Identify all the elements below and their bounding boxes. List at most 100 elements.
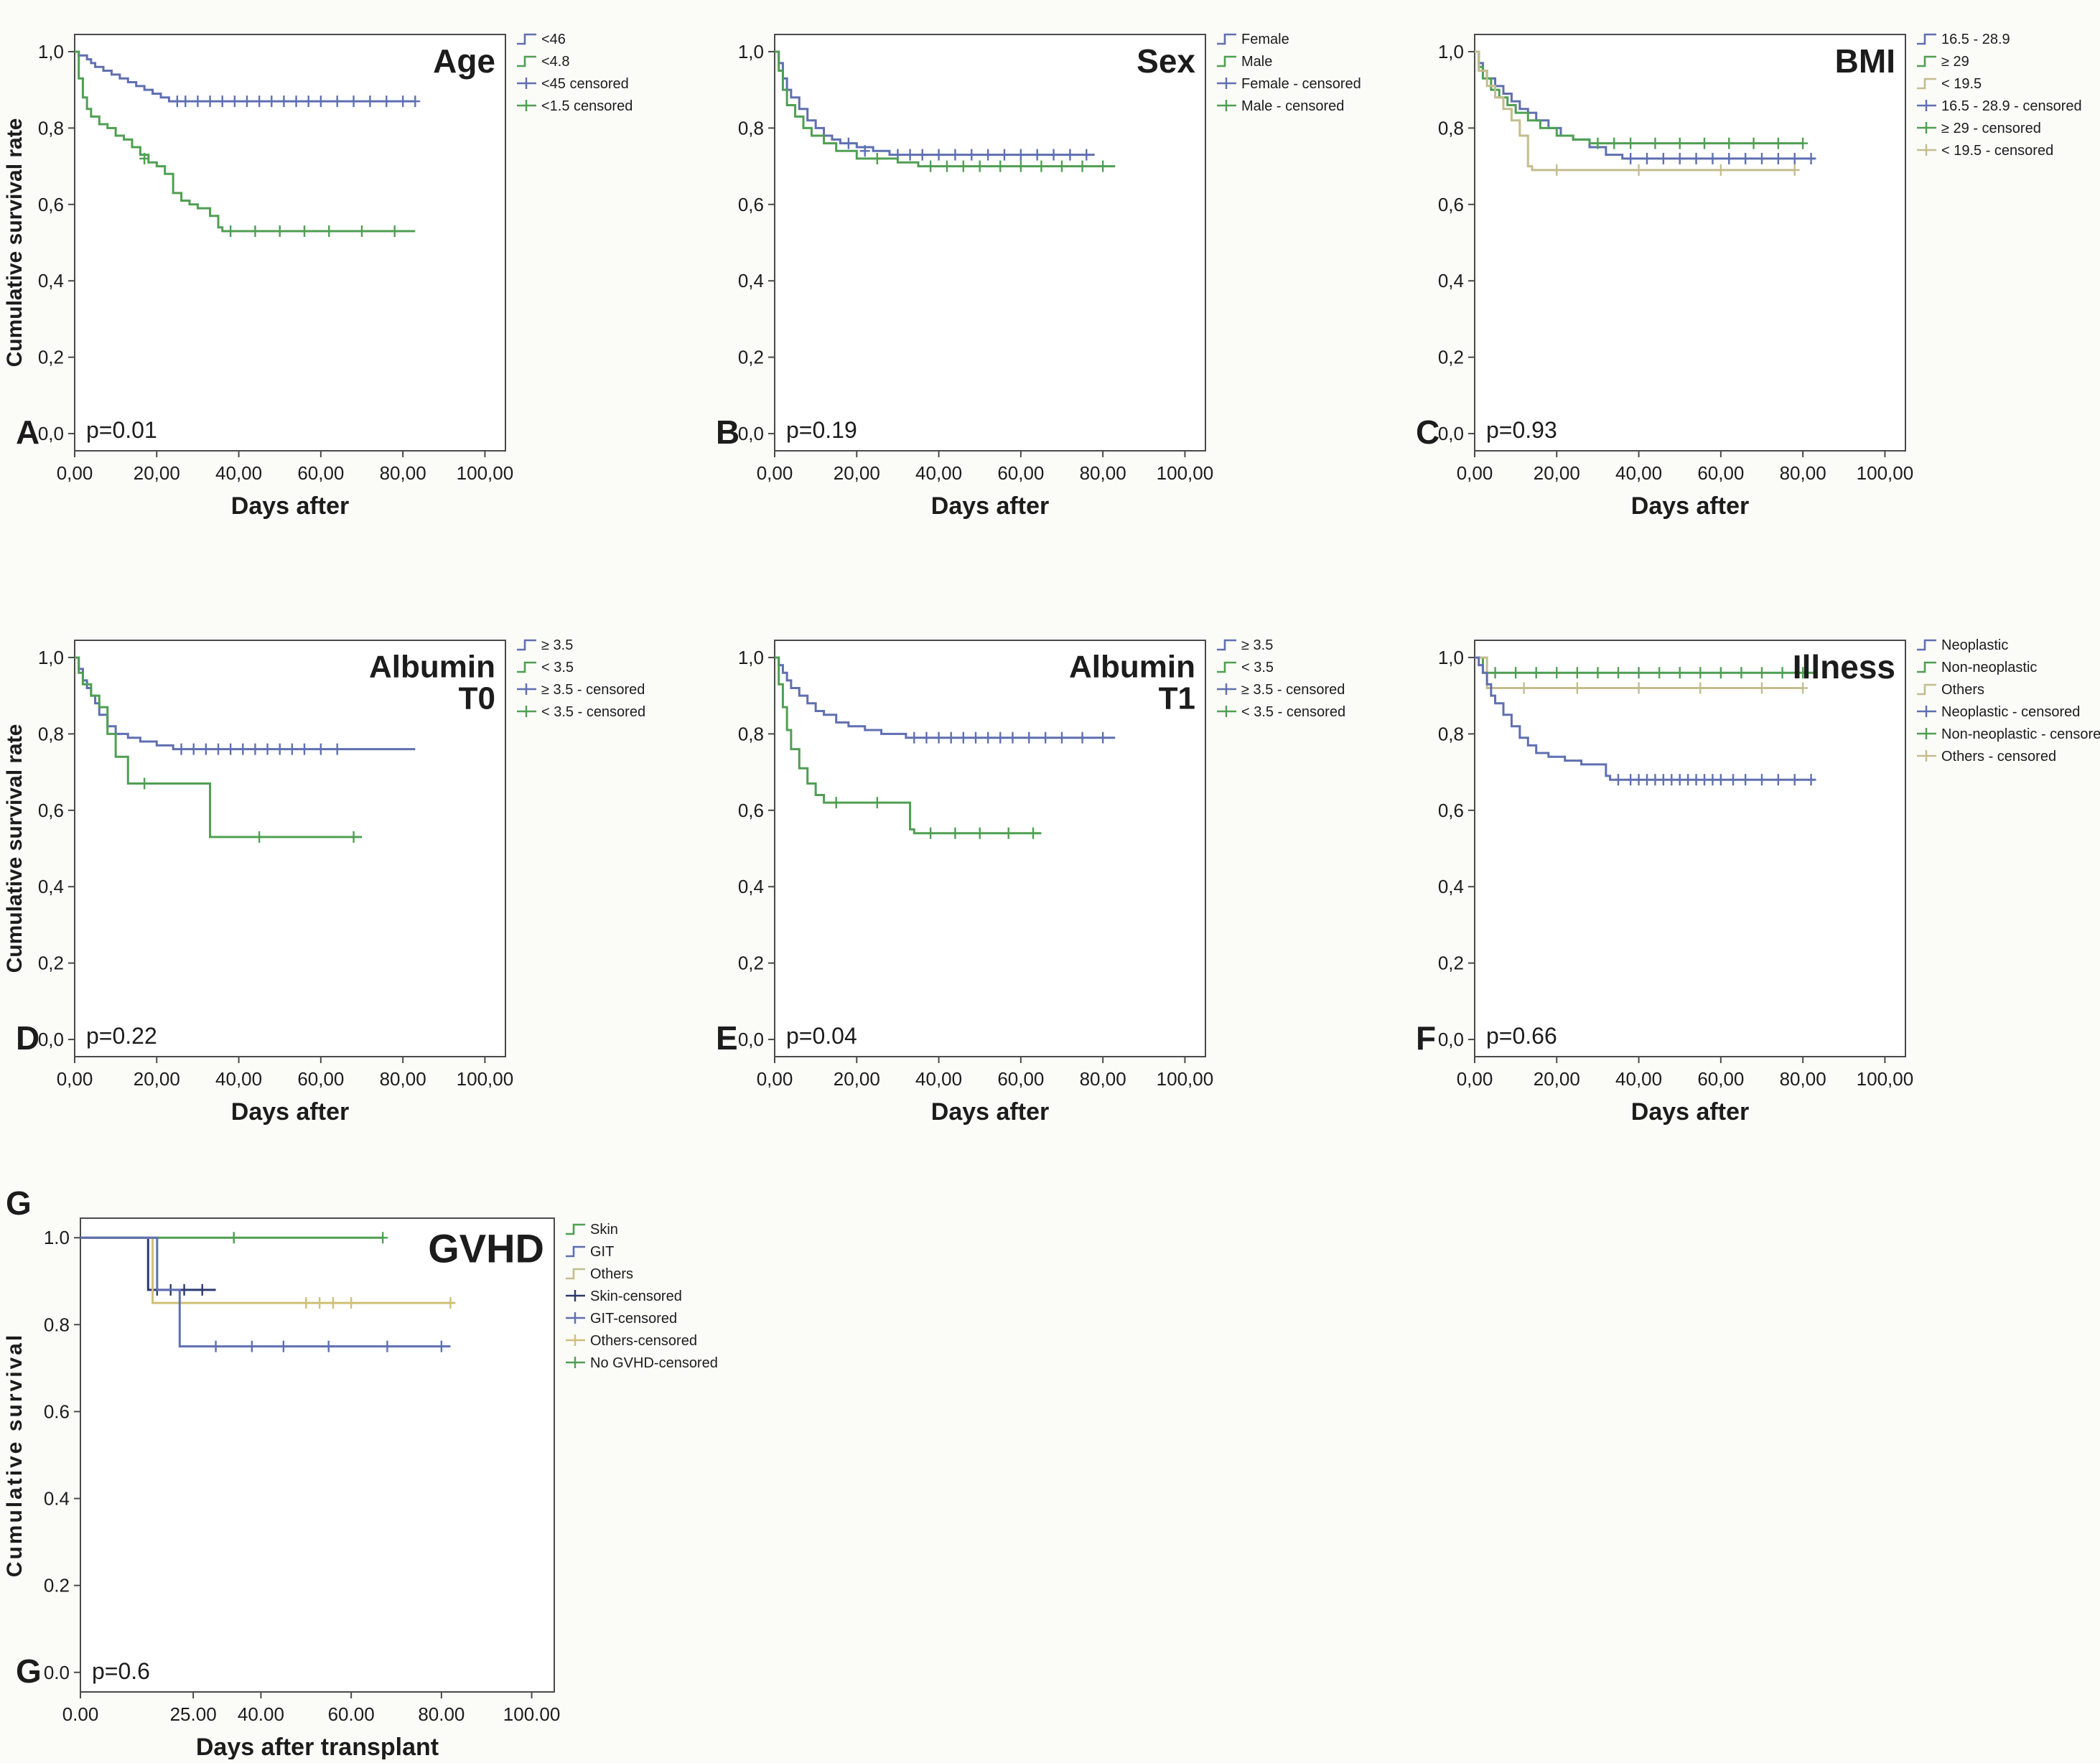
curve-low <box>1475 50 1795 172</box>
y-tick-label: 0,0 <box>738 1029 764 1050</box>
x-tick-label: 20,00 <box>134 462 180 484</box>
legend-line-swatch <box>566 1245 585 1258</box>
x-tick-label: 80,00 <box>1080 462 1126 484</box>
y-tick-label: 0,0 <box>738 423 764 444</box>
y-axis-sex: 0,0 0,2 0,4 0,6 0,8 1,0 <box>738 41 775 444</box>
legend-item-sex-3: Male - censored <box>1217 98 1344 114</box>
y-axis-albumin-t1: 0,0 0,2 0,4 0,6 0,8 1,0 <box>738 647 775 1050</box>
panel-title: T0 <box>459 681 495 716</box>
y-tick-label: 0,2 <box>38 953 64 974</box>
legend-item-gvhd-2: Others <box>566 1266 633 1282</box>
panel-gvhd: 0.0 0.2 0.4 0.6 0.8 1.0 0.00 25.00 40.00 60.00 80.… <box>0 1184 1077 1763</box>
legend-albumin-t0: ≥ 3.5 < 3.5 ≥ 3.5 - censored < 3.5 - censor… <box>517 637 645 720</box>
legend-item-sex-2: Female - censored <box>1217 76 1361 92</box>
p-value: p=0.22 <box>86 1023 157 1049</box>
y-tick-label: 1,0 <box>38 41 64 62</box>
panel-illness: 0,0 0,2 0,4 0,6 0,8 1,0 0,00 20,00 40,00 60,00 80,… <box>1400 612 2100 1189</box>
legend-bmi: 16.5 - 28.9 ≥ 29 < 19.5 16.5 - 28.9 - censo… <box>1917 32 2082 159</box>
panel-letter: F <box>1416 1019 1436 1057</box>
panel-title: T1 <box>1159 681 1195 716</box>
legend-item-sex-1: Male <box>1217 54 1272 70</box>
panel-bmi: 0,0 0,2 0,4 0,6 0,8 1,0 0,00 20,00 40,00 60,00 80,… <box>1400 6 2100 584</box>
panel-letter: C <box>1416 413 1439 451</box>
panel-age: 0,0 0,2 0,4 0,6 0,8 1,0 0,00 20,00 40,00 60,00 80,… <box>0 6 700 584</box>
x-tick-label: 0,00 <box>757 462 793 484</box>
legend-item-albumin-t0-0: ≥ 3.5 <box>517 637 573 653</box>
legend-gvhd: Skin GIT Others Skin-censored GIT-censored Ot… <box>566 1222 718 1371</box>
x-tick-label: 60,00 <box>1697 462 1744 484</box>
legend-line-swatch <box>517 33 536 45</box>
legend-item-gvhd-1: GIT <box>566 1244 614 1260</box>
censor-marks-male <box>872 152 1109 172</box>
x-tick-label: 20,00 <box>834 462 880 484</box>
km-chart-gvhd: 0.0 0.2 0.4 0.6 0.8 1.0 0.00 25.00 40.00 60.00 80.… <box>3 1184 718 1761</box>
km-chart-age: 0,0 0,2 0,4 0,6 0,8 1,0 0,00 20,00 40,00 60,00 80,… <box>3 32 633 520</box>
x-tick-label: 100,00 <box>1157 1068 1214 1090</box>
y-tick-label: 1,0 <box>1438 647 1464 668</box>
km-chart-albumin-t1: 0,0 0,2 0,4 0,6 0,8 1,0 0,00 20,00 40,00 60,00 80,… <box>716 637 1345 1126</box>
legend-label: No GVHD-censored <box>590 1355 718 1371</box>
censor-marks-others <box>301 1297 456 1309</box>
km-chart-albumin-t0: 0,0 0,2 0,4 0,6 0,8 1,0 0,00 20,00 40,00 60,00 80,… <box>3 637 645 1126</box>
legend-item-albumin-t1-3: < 3.5 - censored <box>1217 704 1345 720</box>
panel-letter-top: G <box>6 1186 32 1222</box>
legend-label: GIT <box>590 1244 614 1260</box>
p-value: p=0.01 <box>86 417 157 443</box>
x-tick-label: 60,00 <box>997 462 1044 484</box>
panel-title: Albumin <box>1069 649 1195 684</box>
km-chart-sex: 0,0 0,2 0,4 0,6 0,8 1,0 0,00 20,00 40,00 60,00 80,… <box>716 32 1361 520</box>
panel-letter: D <box>16 1019 39 1057</box>
y-tick-label: 0,0 <box>1438 1029 1464 1050</box>
panel-title: Illness <box>1793 648 1895 686</box>
p-value: p=0.04 <box>786 1023 857 1049</box>
legend-item-age-2: <45 censored <box>517 76 629 92</box>
y-tick-label: 0,4 <box>738 270 764 291</box>
legend-line-swatch <box>517 55 536 67</box>
x-tick-label: 60,00 <box>297 462 344 484</box>
x-tick-label: 100,00 <box>1157 462 1214 484</box>
y-tick-label: 0,6 <box>38 800 64 821</box>
y-tick-label: 0.0 <box>44 1662 70 1683</box>
plot-area-bmi <box>1474 34 1906 452</box>
legend-label: ≥ 3.5 <box>1241 637 1273 653</box>
censor-marks-high <box>1592 137 1809 149</box>
legend-label: 16.5 - 28.9 - censored <box>1941 98 2082 114</box>
legend-label: Neoplastic - censored <box>1941 704 2080 720</box>
plot-area-sex <box>774 34 1206 452</box>
censor-marks-no-gvhd <box>228 1232 388 1244</box>
y-tick-label: 0,4 <box>1438 270 1464 291</box>
legend-line-swatch <box>517 639 536 651</box>
y-tick-label: 0,8 <box>738 723 764 744</box>
y-tick-label: 0.2 <box>44 1575 70 1596</box>
legend-label: Male <box>1241 54 1272 70</box>
plot-area-age <box>74 34 506 452</box>
x-tick-label: 0,00 <box>57 462 93 484</box>
censor-marks-lt46 <box>172 95 421 108</box>
censor-marks-female <box>843 137 1092 161</box>
x-tick-label: 100,00 <box>457 462 514 484</box>
legend-illness: Neoplastic Non-neoplastic Others Neoplastic… <box>1917 637 2100 764</box>
legend-item-bmi-2: < 19.5 <box>1917 76 1982 92</box>
panel-letter: E <box>716 1019 738 1057</box>
x-tick-label: 80,00 <box>1780 462 1826 484</box>
curve-high <box>1475 50 1803 145</box>
y-tick-label: 0,2 <box>738 953 764 974</box>
legend-item-albumin-t0-1: < 3.5 <box>517 660 574 675</box>
legend-line-swatch <box>1217 639 1236 651</box>
y-axis-illness: 0,0 0,2 0,4 0,6 0,8 1,0 <box>1438 647 1475 1050</box>
x-tick-label: 80,00 <box>1780 1068 1826 1090</box>
x-axis-title: Days after <box>931 492 1049 520</box>
legend-item-albumin-t1-1: < 3.5 <box>1217 660 1274 675</box>
legend-item-illness-0: Neoplastic <box>1917 637 2008 653</box>
curve-lt35 <box>75 656 362 838</box>
legend-item-age-1: <4.8 <box>517 54 569 70</box>
x-tick-label: 80,00 <box>1080 1068 1126 1090</box>
legend-line-swatch <box>566 1223 585 1235</box>
x-tick-label: 100,00 <box>1857 462 1914 484</box>
legend-label: Others <box>1941 682 1984 698</box>
legend-item-bmi-5: < 19.5 - censored <box>1917 143 2053 159</box>
plot-area-albumin-t1 <box>774 640 1206 1057</box>
legend-line-swatch <box>1917 661 1936 673</box>
y-tick-label: 0,4 <box>738 876 764 897</box>
x-tick-label: 40,00 <box>1615 462 1662 484</box>
